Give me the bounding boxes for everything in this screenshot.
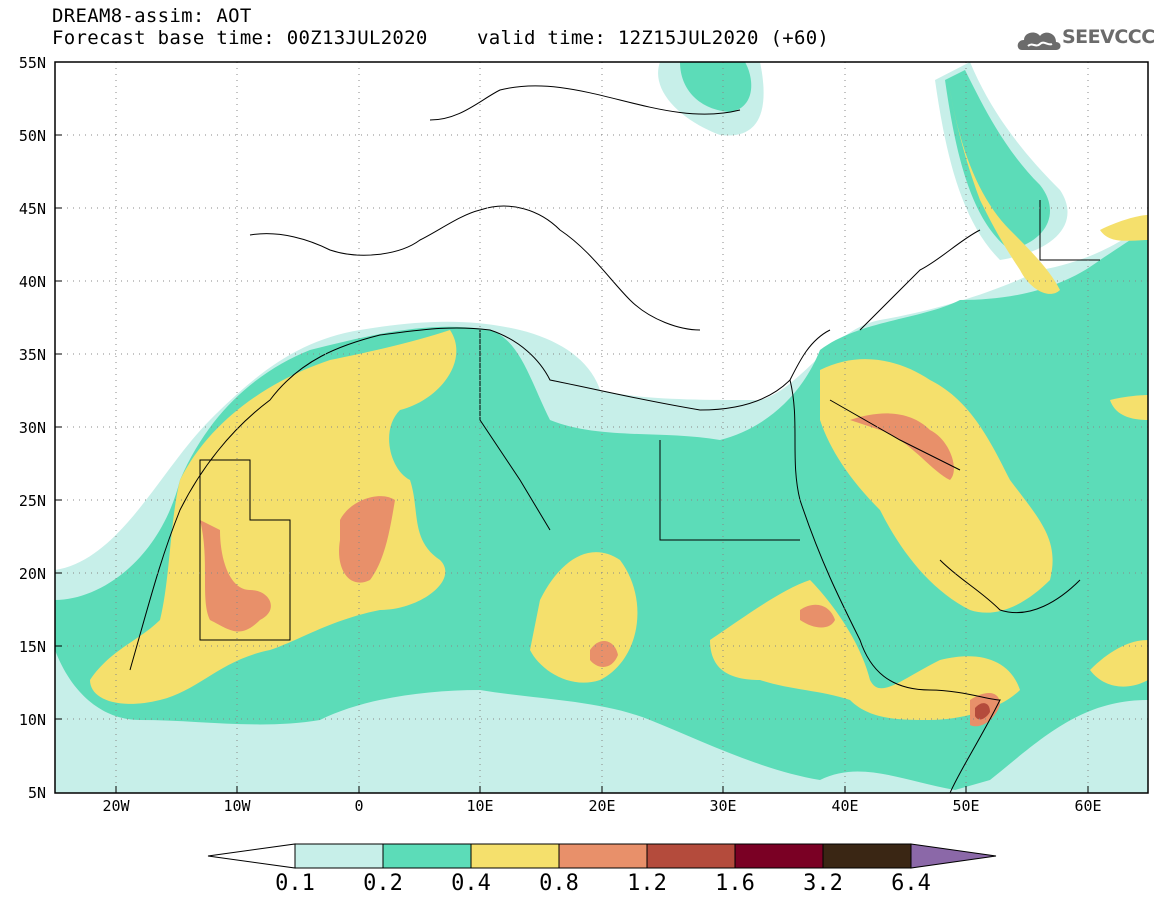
colorbar: [207, 843, 997, 869]
aot-level-1.2: [975, 703, 990, 720]
colorbar-segment: [470, 843, 560, 869]
colorbar-label: 0.8: [539, 871, 579, 896]
colorbar-segment: [646, 843, 736, 869]
lat-label: 45N: [18, 200, 46, 218]
lon-label: 0: [354, 797, 364, 815]
colorbar-label: 0.1: [275, 871, 315, 896]
lat-label: 15N: [18, 638, 46, 656]
cloud-icon: [1017, 32, 1061, 50]
colorbar-segment: [382, 843, 472, 869]
colorbar-segment: [294, 843, 384, 869]
lat-label: 40N: [18, 273, 46, 291]
forecast-base-time: Forecast base time: 00Z13JUL2020: [52, 27, 428, 49]
lon-label: 20W: [102, 797, 130, 815]
colorbar-segment: [822, 843, 912, 869]
lat-label: 30N: [18, 419, 46, 437]
logo-text: SEEVCCC: [1062, 26, 1155, 48]
lat-label: 5N: [27, 784, 46, 802]
lat-label: 35N: [18, 346, 46, 364]
lon-label: 50E: [952, 797, 980, 815]
chart-title: DREAM8-assim: AOT: [52, 5, 252, 27]
colorbar-under-arrow: [207, 843, 296, 869]
axis-ticks: [55, 61, 1089, 793]
lon-label: 10E: [466, 797, 494, 815]
colorbar-label: 1.6: [715, 871, 755, 896]
colorbar-label: 0.4: [451, 871, 491, 896]
lat-label: 50N: [18, 127, 46, 145]
lat-label: 55N: [18, 54, 46, 72]
lon-label: 60E: [1074, 797, 1102, 815]
lat-label: 20N: [18, 565, 46, 583]
colorbar-label: 1.2: [627, 871, 667, 896]
colorbar-label: 0.2: [363, 871, 403, 896]
colorbar-segment: [558, 843, 648, 869]
graticule: [55, 62, 1148, 793]
aot-level-0.8: [200, 413, 1000, 727]
aot-level-0.4: [90, 90, 1148, 720]
lat-label: 10N: [18, 711, 46, 729]
lon-label: 10W: [223, 797, 251, 815]
lon-label: 40E: [831, 797, 859, 815]
colorbar-segment: [734, 843, 824, 869]
colorbar-label: 3.2: [803, 871, 843, 896]
lon-label: 30E: [709, 797, 737, 815]
lat-label: 25N: [18, 492, 46, 510]
lon-label: 20E: [588, 797, 616, 815]
coastlines: [129, 85, 1100, 793]
valid-time: valid time: 12Z15JUL2020 (+60): [477, 27, 830, 49]
colorbar-over-arrow: [910, 843, 997, 869]
colorbar-label: 6.4: [891, 871, 931, 896]
